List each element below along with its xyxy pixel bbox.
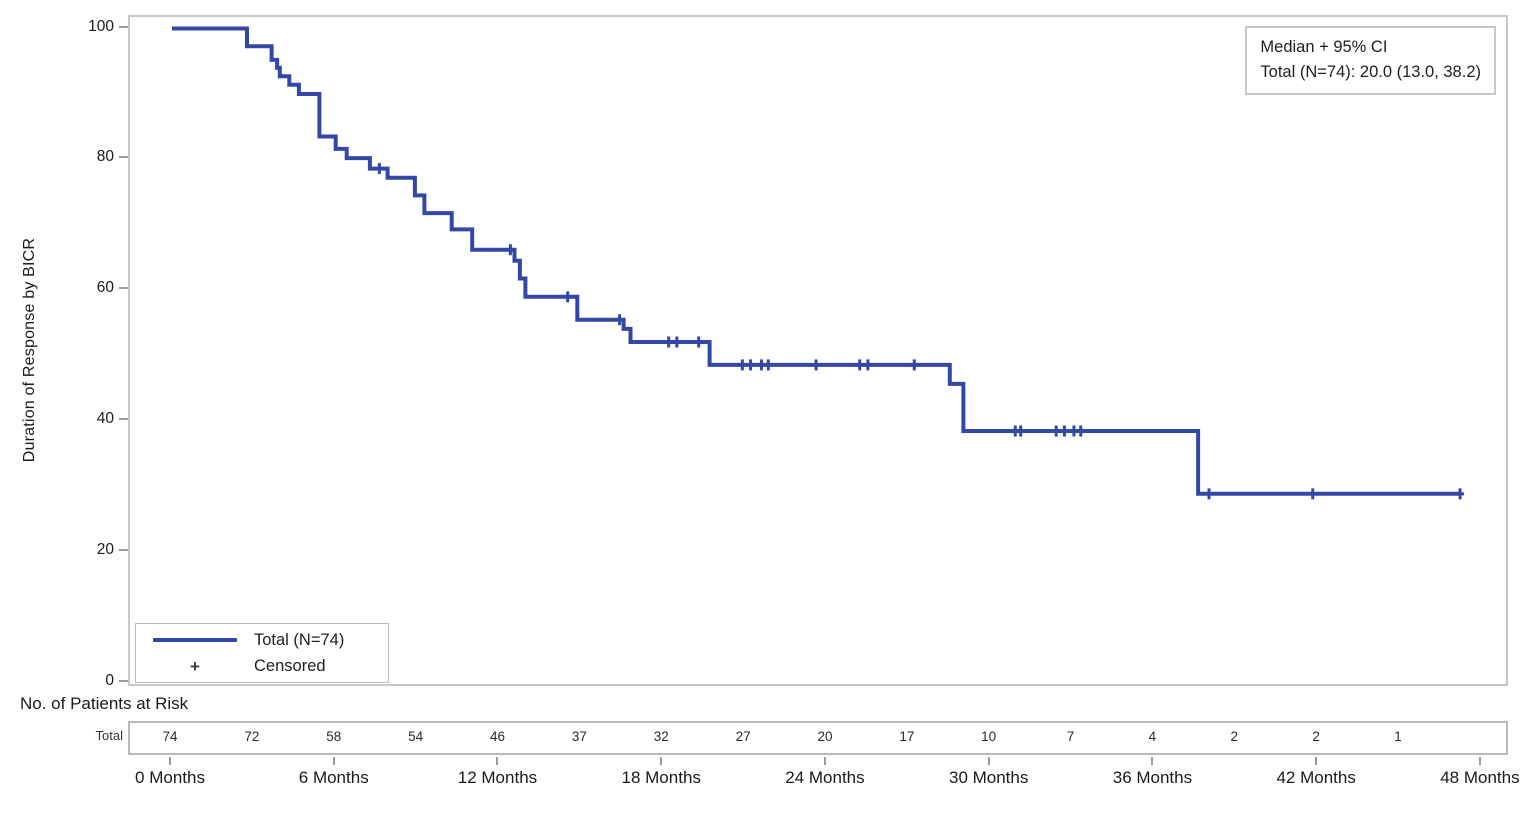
censored-tick-mark bbox=[764, 359, 773, 371]
censored-tick-mark bbox=[757, 359, 766, 371]
y-axis-title: Duration of Response by BICR bbox=[21, 237, 38, 463]
x-tick-mark bbox=[332, 757, 335, 765]
risk-row-label: Total bbox=[95, 728, 123, 743]
risk-value: 17 bbox=[899, 729, 915, 744]
y-tick-label: 100 bbox=[88, 17, 114, 35]
risk-value: 58 bbox=[326, 729, 342, 744]
x-tick-label: 48 Months bbox=[1440, 768, 1520, 787]
x-tick-mark bbox=[496, 757, 499, 765]
legend-row-censored: + Censored bbox=[136, 655, 388, 677]
censored-tick-mark bbox=[375, 163, 384, 175]
risk-value: 2 bbox=[1230, 729, 1239, 744]
risk-value: 7 bbox=[1066, 729, 1075, 744]
y-tick-mark bbox=[119, 156, 128, 159]
legend-row-total: Total (N=74) bbox=[136, 629, 388, 651]
y-tick-label: 60 bbox=[96, 279, 114, 297]
risk-value: 32 bbox=[653, 729, 669, 744]
x-tick-label: 12 Months bbox=[457, 768, 538, 787]
x-tick-label: 18 Months bbox=[621, 768, 701, 787]
legend-label-total: Total (N=74) bbox=[254, 630, 345, 649]
median-ci-title: Median + 95% CI bbox=[1260, 38, 1388, 56]
x-tick-mark bbox=[823, 757, 826, 765]
censored-tick-mark bbox=[1069, 425, 1078, 437]
censored-tick-mark bbox=[615, 314, 624, 326]
censored-tick-mark bbox=[746, 359, 755, 371]
legend-label-censored: Censored bbox=[254, 656, 326, 675]
risk-table-box bbox=[128, 721, 1508, 755]
censored-tick-mark bbox=[1456, 488, 1465, 500]
x-tick-label: 6 Months bbox=[298, 768, 369, 787]
x-tick-mark bbox=[169, 757, 171, 765]
y-tick-mark bbox=[119, 25, 128, 28]
risk-value: 10 bbox=[981, 729, 997, 744]
censored-tick-mark bbox=[563, 291, 572, 303]
km-curve-canvas bbox=[172, 26, 1465, 500]
risk-value: 54 bbox=[408, 729, 424, 744]
censored-tick-mark bbox=[1016, 425, 1025, 437]
x-tick-label: 30 Months bbox=[948, 768, 1029, 787]
plot-area bbox=[128, 15, 1508, 686]
median-ci-box: Median + 95% CI Total (N=74): 20.0 (13.0… bbox=[1245, 26, 1496, 95]
risk-value: 4 bbox=[1148, 729, 1157, 744]
risk-value: 72 bbox=[244, 729, 260, 744]
y-tick-label: 0 bbox=[105, 672, 114, 689]
censored-tick-mark bbox=[855, 359, 864, 371]
x-tick-mark bbox=[1151, 757, 1154, 765]
risk-value: 1 bbox=[1394, 729, 1402, 744]
risk-value: 37 bbox=[571, 729, 587, 744]
censored-tick-mark bbox=[1052, 425, 1061, 437]
y-tick-label: 20 bbox=[96, 541, 114, 559]
censored-tick-mark bbox=[1060, 425, 1069, 437]
y-tick-mark bbox=[119, 549, 128, 552]
legend-box: Total (N=74) + Censored bbox=[135, 623, 389, 683]
censored-tick-mark bbox=[1205, 488, 1214, 500]
x-tick-label: 42 Months bbox=[1276, 768, 1356, 787]
censored-tick-mark bbox=[738, 359, 747, 371]
censored-tick-mark bbox=[910, 359, 919, 371]
y-tick-label: 40 bbox=[96, 410, 114, 428]
risk-value: 46 bbox=[489, 729, 505, 744]
x-tick-label: 24 Months bbox=[785, 768, 865, 787]
risk-value: 74 bbox=[162, 729, 178, 744]
censored-tick-mark bbox=[664, 336, 673, 348]
risk-value: 2 bbox=[1312, 729, 1320, 744]
y-tick-label: 80 bbox=[96, 148, 114, 166]
censored-tick-mark bbox=[812, 359, 821, 371]
x-tick-mark bbox=[987, 757, 990, 765]
total-series-line-icon bbox=[153, 638, 237, 642]
x-tick-label: 36 Months bbox=[1112, 768, 1193, 787]
y-tick-mark bbox=[119, 418, 128, 421]
censored-tick-mark bbox=[672, 336, 681, 348]
censored-tick-mark bbox=[863, 359, 872, 371]
x-tick-mark bbox=[1315, 757, 1318, 765]
y-tick-mark bbox=[119, 287, 128, 290]
x-tick-label: 0 Months bbox=[135, 768, 205, 787]
risk-value: 20 bbox=[817, 729, 833, 744]
censored-tick-mark bbox=[506, 244, 515, 256]
risk-value: 27 bbox=[735, 729, 751, 744]
risk-table-header: No. of Patients at Risk bbox=[20, 694, 189, 713]
km-step-curve bbox=[172, 26, 1461, 496]
censored-tick-mark bbox=[694, 336, 703, 348]
y-tick-mark bbox=[119, 680, 128, 682]
censored-tick-mark bbox=[1076, 425, 1085, 437]
x-tick-mark bbox=[1478, 757, 1481, 765]
median-ci-value: Total (N=74): 20.0 (13.0, 38.2) bbox=[1260, 62, 1481, 81]
censored-tick-mark bbox=[1308, 488, 1317, 500]
censored-plus-icon: + bbox=[190, 656, 200, 676]
x-tick-mark bbox=[660, 757, 663, 765]
